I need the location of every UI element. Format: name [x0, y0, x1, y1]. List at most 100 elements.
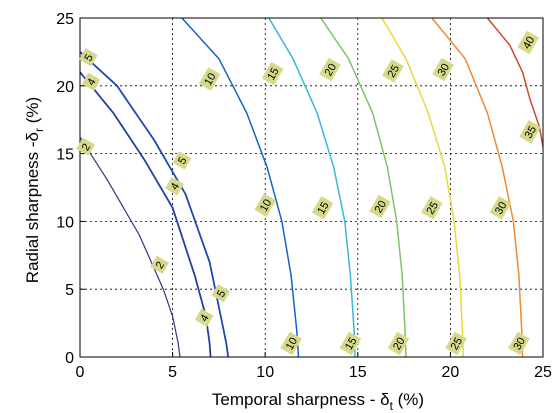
contour-line-15: [268, 17, 356, 358]
contour-line-2: [79, 136, 181, 358]
contour-label: 4: [165, 176, 184, 196]
contour-label-text: 5: [82, 52, 95, 63]
contour-label: 5: [78, 48, 98, 67]
contour-label-box: [194, 308, 214, 327]
contour-label-text: 5: [215, 288, 228, 299]
contour-label-box: [519, 120, 541, 144]
contour-label-text: 40: [521, 35, 538, 52]
contour-label-text: 25: [425, 200, 442, 217]
contour-label: 15: [261, 61, 284, 86]
contour-label-text: 20: [373, 199, 390, 216]
contour-label: 35: [519, 120, 541, 144]
contour-label: 15: [311, 196, 334, 220]
contour-label-text: 10: [284, 336, 301, 353]
y-tick-label: 25: [56, 11, 74, 28]
contour-label-box: [81, 72, 101, 91]
contour-label-text: 4: [85, 77, 98, 88]
contour-line-4: [79, 71, 212, 358]
contour-label: 10: [254, 193, 277, 217]
contour-label-text: 25: [449, 336, 466, 353]
contour-label: 5: [172, 151, 192, 170]
contour-label: 25: [421, 196, 443, 220]
y-tick-label: 10: [56, 214, 74, 231]
contour-label: 10: [198, 67, 221, 91]
contour-line-30: [431, 17, 524, 358]
contour-line-35-40: [486, 17, 544, 147]
contour-label: 40: [517, 30, 540, 55]
contour-label: 4: [194, 308, 214, 327]
x-tick-label: 5: [168, 364, 177, 381]
contour-label-box: [76, 137, 95, 156]
contour-label-box: [445, 331, 467, 356]
contour-label-box: [254, 193, 277, 217]
x-axis-label: Temporal sharpness - δt (%): [212, 390, 424, 413]
contour-label: 30: [432, 57, 454, 82]
contour-label-box: [432, 57, 454, 82]
contour-label-text: 30: [436, 62, 453, 79]
contour-label-box: [150, 255, 169, 274]
contour-label-text: 5: [176, 155, 189, 166]
x-tick-label: 0: [76, 364, 85, 381]
contour-label-text: 15: [315, 200, 332, 217]
contour-label-text: 25: [386, 63, 403, 80]
contour-label: 10: [280, 331, 302, 356]
contour-label-text: 2: [154, 260, 167, 271]
grid: [80, 18, 543, 357]
contour-line-20: [320, 17, 407, 358]
y-tick-label: 15: [56, 147, 74, 164]
contour-label-box: [382, 59, 404, 83]
contour-label-box: [319, 57, 341, 82]
contour-label-box: [261, 61, 284, 86]
contour-lines: [79, 17, 544, 358]
contour-label: 20: [319, 57, 341, 82]
contour-label-box: [508, 331, 530, 356]
contour-label: 25: [382, 59, 404, 83]
contour-label-text: 30: [493, 200, 510, 217]
contour-label: 2: [76, 137, 95, 156]
contour-label-box: [387, 331, 410, 356]
contour-label-text: 20: [391, 336, 408, 353]
contour-label-box: [517, 30, 540, 55]
contour-label-box: [489, 196, 512, 220]
contour-label-box: [421, 196, 443, 220]
contour-label-box: [280, 331, 302, 356]
contour-label: 4: [81, 72, 101, 91]
contour-line-10: [181, 17, 300, 358]
contour-label-box: [369, 194, 391, 219]
x-tick-label: 10: [256, 364, 274, 381]
contour-labels: 2 2 4 4 4 5 5 5 10 10 10 15 15 15 20 20 20 25 25 25 30 30 30 40…: [76, 30, 541, 356]
contour-label: 25: [445, 331, 467, 356]
contour-label: 30: [508, 331, 530, 356]
x-tick-label: 25: [534, 364, 552, 381]
contour-label-text: 35: [523, 124, 540, 141]
contour-label: 20: [387, 331, 410, 356]
contour-label-box: [311, 196, 334, 220]
contour-label: 20: [369, 194, 391, 219]
contour-label: 2: [150, 255, 169, 274]
contour-label-box: [198, 67, 221, 91]
contour-line-25: [381, 17, 465, 358]
contour-label-box: [172, 151, 192, 170]
contour-label-text: 15: [343, 336, 360, 353]
contour-label-box: [78, 48, 98, 67]
contour-label-text: 10: [258, 197, 275, 214]
contour-label-box: [339, 331, 362, 356]
contour-label-text: 20: [323, 62, 340, 79]
contour-label-text: 10: [202, 71, 219, 88]
contour-line-5: [79, 51, 230, 358]
plot-frame: [79, 17, 544, 358]
x-tick-label: 15: [349, 364, 367, 381]
contour-label-text: 30: [512, 336, 529, 353]
y-tick-label: 5: [65, 282, 74, 299]
y-tick-label: 20: [56, 79, 74, 96]
contour-label: 5: [211, 284, 231, 303]
contour-label-text: 15: [265, 66, 282, 83]
contour-label-box: [165, 176, 184, 196]
contour-label-text: 4: [198, 313, 211, 324]
contour-label: 30: [489, 196, 512, 220]
contour-label: 15: [339, 331, 362, 356]
y-axis-label: Radial sharpness -δr (%): [23, 97, 46, 283]
y-tick-label: 0: [65, 350, 74, 367]
